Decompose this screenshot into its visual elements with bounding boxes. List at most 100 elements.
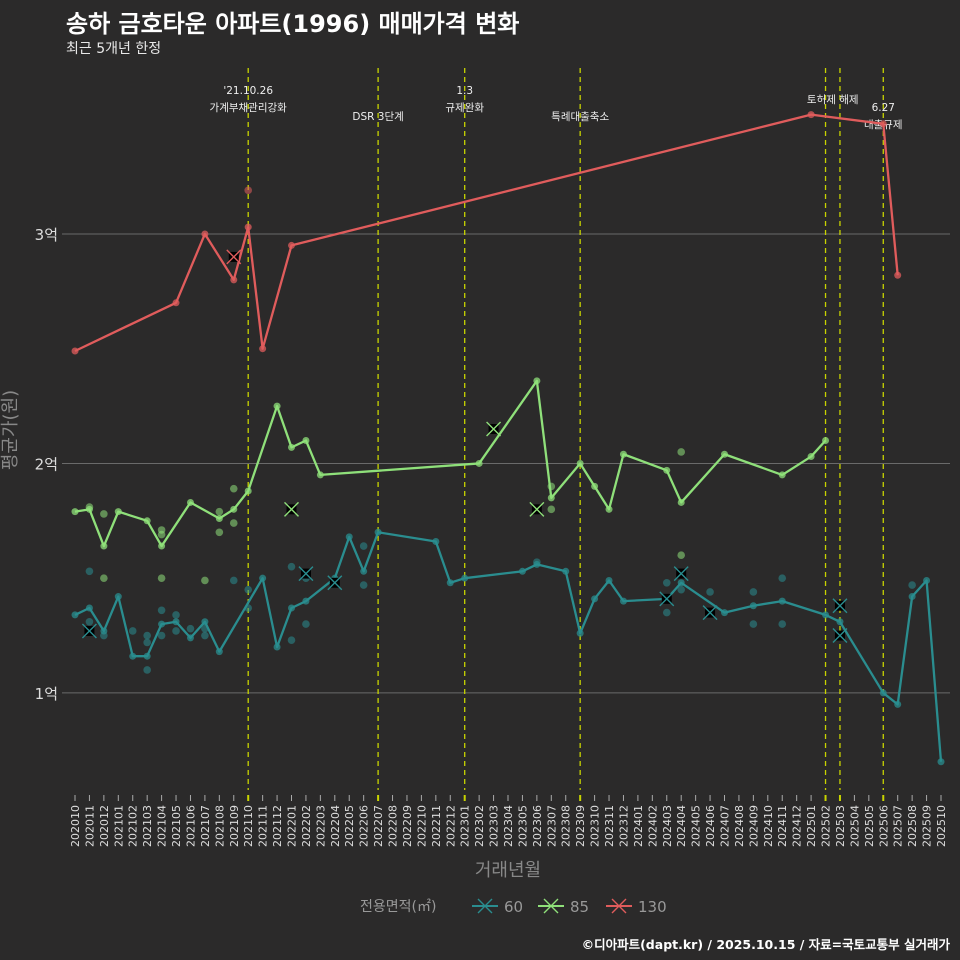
x-tick-label: 202309 [574, 805, 587, 847]
x-tick-label: 202402 [646, 805, 659, 847]
data-point-130 [201, 230, 209, 238]
x-marker-60 [832, 628, 848, 644]
data-point-60 [721, 609, 728, 617]
data-point-60 [273, 643, 281, 651]
data-point-60 [461, 574, 469, 582]
data-point-85 [547, 494, 555, 502]
x-tick-label: 202207 [372, 805, 385, 847]
x-tick-label: 202111 [257, 805, 270, 847]
scatter-point-85 [229, 519, 238, 527]
x-tick-label: 202212 [444, 805, 457, 847]
x-tick-label: 202301 [459, 805, 472, 847]
scatter-point-85 [157, 574, 166, 582]
x-tick-label: 202012 [98, 805, 111, 847]
data-point-85 [100, 542, 108, 550]
x-marker-60 [673, 566, 689, 582]
x-tick-label: 202204 [329, 805, 342, 847]
data-point-60 [85, 604, 93, 612]
data-point-85 [85, 505, 93, 513]
scatter-point-60 [229, 576, 238, 585]
scatter-point-60 [287, 562, 296, 571]
scatter-point-60 [749, 588, 758, 596]
x-tick-label: 202104 [156, 805, 169, 847]
data-point-85 [186, 498, 194, 506]
x-tick-label: 202503 [834, 805, 847, 847]
x-marker-60 [81, 623, 97, 639]
legend-label-60: 60 [504, 898, 523, 916]
x-tick-label: 202205 [343, 805, 356, 847]
data-point-85 [158, 542, 166, 550]
x-tick-label: 202201 [286, 805, 299, 847]
x-tick-label: 202501 [805, 805, 818, 847]
data-point-85 [475, 459, 483, 467]
data-point-130 [230, 276, 238, 284]
x-tick-label: 202107 [199, 805, 212, 847]
x-tick-label: 202406 [704, 805, 717, 847]
data-point-60 [822, 611, 830, 619]
data-point-85 [288, 443, 295, 451]
x-marker-60 [702, 605, 718, 621]
x-tick-label: 202105 [170, 805, 183, 847]
legend-label-85: 85 [570, 898, 589, 916]
data-point-130 [894, 271, 902, 279]
x-marker-130 [226, 249, 242, 265]
scatter-point-85 [100, 510, 108, 518]
data-point-85 [143, 517, 151, 525]
x-tick-label: 202010 [69, 805, 82, 847]
data-point-85 [114, 508, 122, 516]
series-line-130 [74, 113, 899, 353]
data-point-85 [316, 471, 324, 479]
x-tick-label: 202108 [213, 805, 226, 847]
scatter-point-60 [287, 636, 296, 644]
x-marker-60 [298, 566, 314, 582]
scatter-point-85 [229, 484, 238, 493]
data-point-60 [533, 560, 541, 568]
x-tick-label: 202509 [921, 805, 934, 847]
data-point-60 [158, 620, 166, 628]
data-point-85 [215, 515, 223, 523]
x-tick-label: 202202 [300, 805, 313, 847]
legend-x-icon [477, 898, 493, 914]
scatter-point-60 [172, 611, 180, 619]
x-tick-label: 202109 [228, 805, 241, 847]
legend-x-icon [543, 898, 559, 914]
scatter-point-85 [157, 530, 166, 539]
data-point-60 [562, 567, 570, 575]
annotation-label: 토허제 해제 [807, 93, 859, 106]
data-point-60 [749, 602, 757, 610]
scatter-point-60 [186, 624, 195, 633]
data-point-60 [259, 574, 267, 582]
x-tick-label: 202203 [314, 805, 327, 847]
data-point-60 [894, 700, 902, 708]
x-tick-label: 202311 [603, 805, 616, 847]
scatter-point-60 [749, 620, 758, 628]
y-tick-label: 2억 [35, 455, 58, 473]
x-tick-label: 202112 [271, 805, 284, 847]
x-tick-label: 202209 [401, 805, 414, 847]
footer-credit: ©디아파트(dapt.kr) / 2025.10.15 / 자료=국토교통부 실… [581, 937, 950, 952]
x-tick-label: 202404 [675, 805, 688, 847]
scatter-point-60 [302, 620, 310, 628]
data-point-60 [172, 618, 180, 626]
data-point-85 [273, 402, 281, 410]
scatter-point-60 [662, 578, 671, 587]
data-point-60 [71, 611, 79, 619]
scatter-point-85 [677, 551, 685, 560]
scatter-point-60 [677, 585, 685, 594]
x-marker-60 [832, 598, 848, 614]
scatter-point-130 [244, 186, 252, 195]
x-tick-label: 202303 [488, 805, 501, 847]
x-marker-60 [327, 575, 343, 591]
chart-subtitle: 최근 5개년 한정 [66, 41, 162, 57]
scatter-point-60 [662, 608, 671, 617]
x-tick-label: 202409 [747, 805, 760, 847]
data-point-60 [360, 567, 368, 575]
y-tick-label: 3억 [35, 226, 58, 244]
annotation-label: 특례대출축소 [551, 111, 609, 123]
x-tick-label: 202411 [776, 805, 789, 847]
data-point-60 [100, 627, 108, 635]
data-point-85 [591, 482, 599, 490]
x-tick-label: 202510 [935, 805, 948, 847]
data-point-85 [677, 498, 685, 506]
data-point-85 [807, 453, 815, 461]
